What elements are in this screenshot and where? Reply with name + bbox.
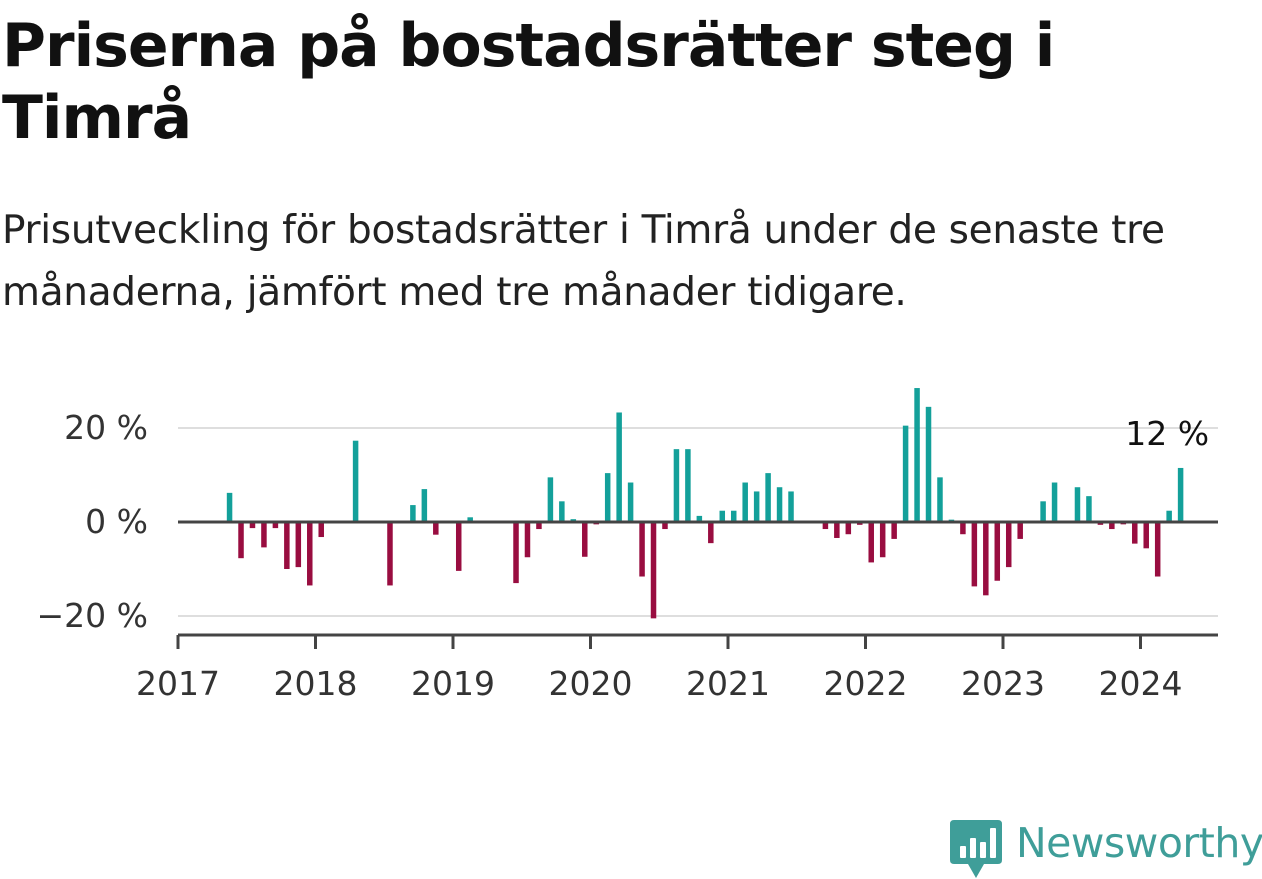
bar [1154,522,1161,577]
y-tick-label: 0 % [85,502,148,541]
bar [421,489,428,522]
bar [433,522,439,535]
x-tick-label: 2019 [411,664,495,703]
bar [616,412,622,522]
brand-name: Newsworthy [1016,819,1262,867]
bar [994,522,1001,581]
axes [176,520,1218,649]
bar [1177,467,1184,522]
bar [708,522,714,544]
bar [1109,522,1115,530]
bar [1086,496,1092,522]
bar [696,515,703,522]
bar [238,522,244,559]
bar [1005,522,1012,568]
bar [467,517,473,522]
bar [627,482,634,522]
bar [604,473,611,522]
bar [318,522,324,538]
bar [776,487,783,522]
bar [639,522,645,577]
bar [272,522,279,529]
chart-title: Priserna på bostadsrätter steg i Timrå [2,11,1055,153]
bar [284,522,290,569]
bar [524,522,531,558]
bar [650,522,657,619]
bar [662,522,668,530]
bar [879,522,886,558]
bar [536,522,542,530]
bar [925,406,932,522]
bar [455,522,462,571]
bar [788,491,794,522]
x-tick-label: 2017 [136,664,220,703]
bar [582,522,588,557]
x-tick-label: 2023 [961,664,1045,703]
bar [742,482,748,522]
bar [226,492,233,522]
bar [719,510,726,522]
bar [352,440,359,522]
bar-chart-speech-bubble-icon [950,820,1002,878]
bar [685,449,691,522]
bar [387,522,393,586]
bar [960,522,966,535]
bar [868,522,874,563]
bar [1132,522,1138,544]
x-tick-label: 2022 [824,664,908,703]
bar [410,505,416,522]
bar [1040,501,1046,522]
bar [971,522,978,587]
y-tick-label: −20 % [37,596,149,635]
bar [1143,522,1149,549]
bar [753,491,760,522]
bar [295,522,302,568]
y-tick-label: 20 % [64,408,148,447]
latest-value-label: 12 % [1125,414,1209,453]
bar [559,501,565,522]
x-tick-label: 2018 [274,664,358,703]
bar [983,522,989,596]
bar [891,522,897,539]
x-tick-label: 2024 [1099,664,1183,703]
bar [673,449,680,522]
bar [1017,522,1023,539]
tick-labels: 20 % 0 % −20 % 2017 2018 2019 2020 2021 2022 2023… [37,408,1210,703]
bar [307,522,313,586]
bar [1051,482,1058,522]
bar [249,522,256,529]
x-tick-label: 2021 [686,664,770,703]
bar [822,522,829,530]
gridlines [178,427,1218,617]
bar [1166,510,1172,522]
bar [547,477,554,522]
bar [730,510,737,522]
bar [765,473,771,522]
bar [914,388,920,522]
bar [937,477,943,522]
bars [226,388,1184,619]
chart-subtitle: Prisutveckling för bostadsrätter i Timrå… [2,208,1165,315]
bar [834,522,840,538]
bar [513,522,519,584]
x-tick-label: 2020 [549,664,633,703]
bar [845,522,852,535]
bar [1074,487,1081,522]
bar [261,522,267,548]
newsworthy-logo: Newsworthy [950,818,1262,878]
bar [902,425,909,522]
